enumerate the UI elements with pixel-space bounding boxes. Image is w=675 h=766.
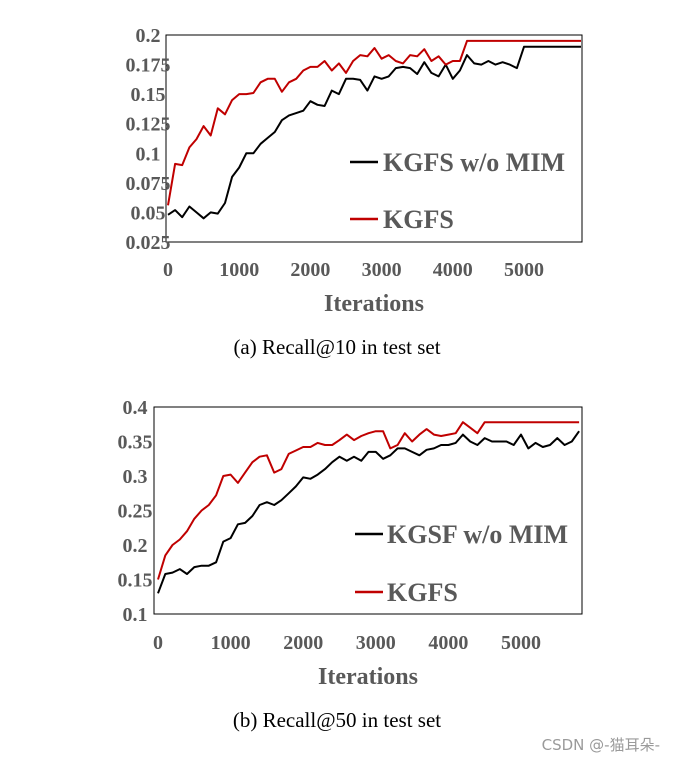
x-tick-label: 3000 [362,259,402,281]
y-tick-label: 0.3 [123,466,148,488]
x-tick-label: 2000 [290,259,330,281]
series-line-kgfs [167,39,581,206]
y-tick-label: 0.075 [126,173,171,195]
x-axis-title: Iterations [324,291,424,317]
y-tick-label: 0.125 [126,114,171,136]
legend-label-kgfs-wo-mim: KGFS w/o MIM [383,148,565,177]
y-tick-label: 0.05 [131,202,166,224]
y-tick-label: 0.2 [136,25,161,47]
watermark: CSDN @-猫耳朵- [542,736,660,754]
y-tick-label: 0.2 [123,535,148,557]
y-axis-ticks: 0.025 0.05 0.075 0.1 0.125 0.15 0.175 0.2 [126,25,171,254]
legend-label-kgfs: KGFS [383,205,454,234]
plot-frame [165,34,583,243]
legend: KGFS w/o MIM KGFS [350,148,565,234]
legend: KGSF w/o MIM KGFS [355,520,568,607]
x-tick-label: 5000 [501,632,541,654]
x-tick-label: 1000 [211,632,251,654]
caption: (b) Recall@50 in test set [233,708,441,732]
x-axis-ticks: 0 1000 2000 3000 4000 5000 [153,632,541,654]
series-lines [157,421,580,594]
x-tick-label: 3000 [356,632,396,654]
y-tick-label: 0.175 [126,55,171,77]
series-line-kgfs-w-o-mim [167,45,581,220]
legend-label-kgsf-wo-mim: KGSF w/o MIM [387,520,568,549]
x-tick-label: 5000 [504,259,544,281]
x-tick-label: 2000 [283,632,323,654]
series-lines [167,39,581,220]
legend-label-kgfs: KGFS [387,578,458,607]
y-tick-label: 0.1 [136,143,161,165]
y-tick-label: 0.4 [123,397,148,419]
x-axis-title: Iterations [318,664,418,690]
x-tick-label: 4000 [428,632,468,654]
plot-frame [153,406,583,615]
caption: (a) Recall@10 in test set [233,335,440,359]
y-tick-label: 0.35 [118,432,153,454]
y-axis-ticks: 0.1 0.15 0.2 0.25 0.3 0.35 0.4 [118,397,153,626]
series-line-kgfs [157,421,580,580]
series-line-kgsf-w-o-mim [157,430,580,594]
chart-recall-at-10: 0.025 0.05 0.075 0.1 0.125 0.15 0.175 0.2 0 1000… [126,25,583,359]
y-tick-label: 0.025 [126,232,171,254]
x-tick-label: 4000 [433,259,473,281]
y-tick-label: 0.15 [118,570,153,592]
x-tick-label: 0 [153,632,163,654]
chart-recall-at-50: 0.1 0.15 0.2 0.25 0.3 0.35 0.4 0 1000 2000 3000 40… [118,397,583,732]
y-tick-label: 0.15 [131,84,166,106]
x-tick-label: 0 [163,259,173,281]
y-tick-label: 0.1 [123,604,148,626]
x-tick-label: 1000 [219,259,259,281]
y-tick-label: 0.25 [118,501,153,523]
x-axis-ticks: 0 1000 2000 3000 4000 5000 [163,259,544,281]
